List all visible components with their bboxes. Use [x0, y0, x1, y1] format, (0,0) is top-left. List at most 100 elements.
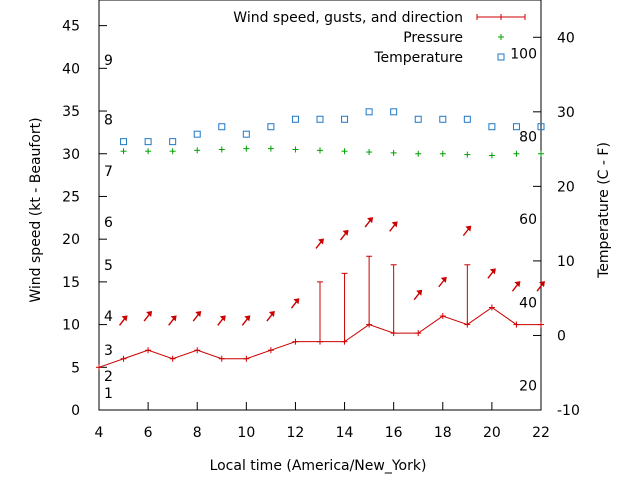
temperature-point — [365, 108, 373, 116]
wind-speed-point — [439, 313, 446, 320]
x-tick-label: 8 — [193, 425, 202, 441]
wind-direction-arrow — [143, 311, 153, 322]
beaufort-label: 3 — [104, 343, 113, 359]
temperature-point — [169, 138, 177, 146]
fahrenheit-label: 40 — [519, 296, 537, 312]
y2-tick-label: 40 — [557, 30, 575, 46]
fahrenheit-label: 60 — [519, 212, 537, 228]
x-tick-label: 18 — [434, 425, 452, 441]
temperature-point — [414, 115, 422, 123]
wind-speed-point — [292, 338, 299, 345]
wind-speed-point — [169, 355, 176, 362]
beaufort-label: 8 — [104, 113, 113, 129]
temperature-point — [341, 115, 349, 123]
temperature-point — [463, 115, 471, 123]
y2-tick-label: 10 — [557, 254, 575, 270]
y-tick-label: 30 — [62, 147, 80, 163]
pressure-point — [464, 151, 471, 158]
pressure-point — [169, 148, 176, 155]
wind-direction-arrow — [511, 281, 521, 292]
wind-speed-point — [415, 330, 422, 337]
beaufort-label: 1 — [104, 386, 113, 402]
wind-direction-arrow — [241, 315, 251, 326]
temperature-point — [120, 138, 128, 146]
pressure-point — [145, 148, 152, 155]
wind-speed-point — [538, 321, 544, 328]
wind-speed-point — [120, 355, 127, 362]
y-tick-label: 35 — [62, 104, 80, 120]
temperature-point — [488, 123, 496, 131]
wind-direction-arrow — [168, 315, 177, 326]
temperature-point — [193, 130, 201, 138]
plot-frame — [98, 0, 542, 411]
beaufort-label: 4 — [104, 309, 113, 325]
pressure-point — [292, 146, 299, 153]
temperature-point — [390, 108, 398, 116]
y2-tick-label: 0 — [557, 328, 566, 344]
temperature-point — [144, 138, 152, 146]
y-tick-label: 5 — [71, 360, 80, 376]
pressure-point — [341, 148, 348, 155]
y2-tick-label: 20 — [557, 179, 575, 195]
temperature-point — [512, 123, 520, 131]
y-tick-label: 10 — [62, 318, 80, 334]
wind-direction-arrow — [192, 311, 202, 322]
legend-temperature-label: Temperature — [373, 50, 463, 66]
y-tick-label: 40 — [62, 61, 80, 77]
fahrenheit-label: 80 — [519, 129, 537, 145]
x-tick-label: 10 — [237, 425, 255, 441]
fahrenheit-label: 20 — [519, 378, 537, 394]
pressure-point — [488, 152, 495, 159]
x-tick-label: 6 — [144, 425, 153, 441]
pressure-point — [317, 147, 323, 154]
y-tick-label: 25 — [62, 189, 80, 205]
pressure-point — [390, 149, 397, 156]
wind-direction-arrow — [266, 311, 275, 322]
wind-speed-point — [243, 355, 250, 362]
fahrenheit-label: 100 — [510, 47, 537, 63]
beaufort-label: 2 — [104, 369, 113, 385]
pressure-point — [538, 150, 544, 157]
wind-direction-arrow — [119, 315, 128, 326]
temperature-point — [218, 123, 226, 131]
y-tick-label: 20 — [62, 232, 80, 248]
temperature-point — [242, 130, 250, 138]
gust-bar — [341, 272, 348, 342]
wind-speed-point — [488, 304, 495, 311]
legend-wind-swatch — [476, 14, 526, 20]
wind-speed-point — [218, 355, 225, 362]
beaufort-label: 7 — [104, 164, 113, 180]
beaufort-label: 6 — [104, 215, 113, 231]
pressure-point — [120, 148, 127, 155]
gust-bar — [464, 264, 471, 325]
wind-speed-point — [96, 364, 102, 371]
legend-pressure-label: Pressure — [403, 30, 463, 46]
pressure-point — [439, 150, 446, 157]
temperature-point — [291, 115, 299, 123]
y2-tick-label: -10 — [557, 403, 580, 419]
wind-direction-arrow — [340, 229, 349, 241]
y-tick-label: 15 — [62, 275, 80, 291]
x-tick-label: 4 — [95, 425, 104, 441]
pressure-point — [415, 150, 422, 157]
legend: Wind speed, gusts, and direction Pressure… — [233, 10, 526, 66]
series-layer — [96, 108, 545, 371]
ticks-layer: 4 6 8 10 12 14 16 18 20 22051015202530354045-1001… — [62, 19, 580, 441]
wind-direction-arrow — [217, 315, 226, 326]
wind-direction-arrow — [487, 268, 496, 279]
x-tick-label: 16 — [385, 425, 403, 441]
x-tick-label: 22 — [532, 425, 550, 441]
pressure-point — [243, 145, 250, 152]
wind-speed-point — [267, 347, 274, 354]
pressure-point — [267, 145, 274, 152]
gust-bar — [366, 255, 373, 325]
wind-speed-point — [194, 347, 201, 354]
pressure-point — [218, 146, 225, 153]
wind-direction-arrow — [462, 225, 472, 237]
temperature-point — [439, 115, 447, 123]
legend-temperature-swatch — [497, 53, 505, 61]
wind-direction-arrow — [364, 217, 374, 228]
wind-direction-arrow — [389, 221, 398, 232]
wind-direction-arrow — [290, 298, 300, 309]
